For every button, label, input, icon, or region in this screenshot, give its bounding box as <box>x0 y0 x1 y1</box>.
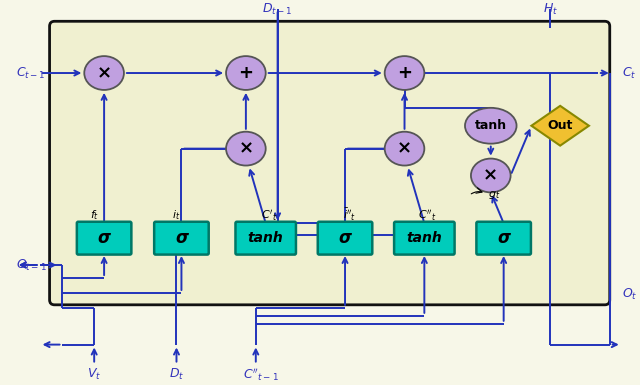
Ellipse shape <box>226 56 266 90</box>
Text: +: + <box>397 64 412 82</box>
Text: $C'_t$: $C'_t$ <box>260 208 277 223</box>
FancyBboxPatch shape <box>318 222 372 254</box>
Text: ×: × <box>483 166 499 184</box>
Text: $g_t$: $g_t$ <box>488 189 500 201</box>
Text: $f_t$: $f_t$ <box>90 208 99 222</box>
Ellipse shape <box>465 108 516 144</box>
Text: tanh: tanh <box>475 119 507 132</box>
Ellipse shape <box>84 56 124 90</box>
Text: $C''_{t-1}$: $C''_{t-1}$ <box>243 366 278 383</box>
Text: tanh: tanh <box>406 231 442 245</box>
Polygon shape <box>531 106 589 146</box>
FancyBboxPatch shape <box>154 222 209 254</box>
Text: $D_t$: $D_t$ <box>169 367 184 382</box>
Text: σ: σ <box>98 229 111 247</box>
Text: $H_t$: $H_t$ <box>543 2 558 17</box>
Ellipse shape <box>226 132 266 166</box>
Text: ×: × <box>97 64 111 82</box>
Text: $i_t$: $i_t$ <box>172 208 180 222</box>
Text: σ: σ <box>175 229 188 247</box>
Text: $V_t$: $V_t$ <box>87 367 101 382</box>
Text: $D_{t-1}$: $D_{t-1}$ <box>262 2 293 17</box>
Text: $O_t$: $O_t$ <box>621 287 637 302</box>
Text: tanh: tanh <box>248 231 284 245</box>
Text: σ: σ <box>339 229 351 247</box>
Ellipse shape <box>471 159 511 192</box>
Ellipse shape <box>385 132 424 166</box>
Text: $C_{t-1}$: $C_{t-1}$ <box>16 65 45 80</box>
FancyBboxPatch shape <box>77 222 131 254</box>
Text: ×: × <box>238 140 253 157</box>
FancyBboxPatch shape <box>236 222 296 254</box>
Text: $C''_t$: $C''_t$ <box>418 208 436 223</box>
Ellipse shape <box>385 56 424 90</box>
Text: $O_{t-1}$: $O_{t-1}$ <box>16 258 47 273</box>
FancyBboxPatch shape <box>394 222 454 254</box>
Text: +: + <box>238 64 253 82</box>
Text: σ: σ <box>497 229 510 247</box>
FancyBboxPatch shape <box>476 222 531 254</box>
Text: $C_t$: $C_t$ <box>621 65 636 80</box>
Text: ×: × <box>397 140 412 157</box>
FancyBboxPatch shape <box>49 21 610 305</box>
Text: Out: Out <box>547 119 573 132</box>
Text: $\bar{i}''_t$: $\bar{i}''_t$ <box>344 207 356 223</box>
